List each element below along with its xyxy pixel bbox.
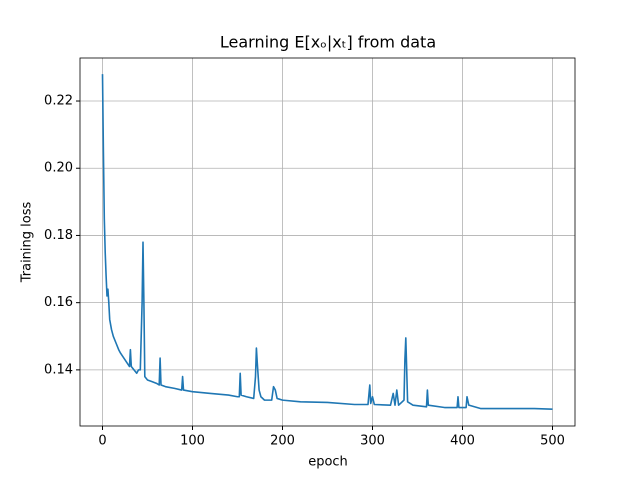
x-tick-label: 500 — [540, 434, 565, 449]
y-tick-label: 0.18 — [44, 228, 73, 243]
y-tick-label: 0.22 — [44, 94, 73, 109]
loss-line — [101, 74, 553, 410]
x-axis-label: epoch — [308, 455, 348, 470]
y-axis-label: Training loss — [20, 202, 35, 284]
x-tick-label: 100 — [180, 434, 205, 449]
y-tick-label: 0.14 — [44, 362, 73, 377]
chart-title: Learning E[xₒ|xₜ] from data — [220, 33, 436, 52]
x-tick-label: 200 — [270, 434, 295, 449]
x-tick-label: 400 — [450, 434, 475, 449]
plot-frame — [79, 57, 576, 427]
y-tick-label: 0.20 — [44, 161, 73, 176]
y-tick-label: 0.16 — [44, 295, 73, 310]
x-tick-label: 0 — [98, 434, 106, 449]
x-tick-label: 300 — [360, 434, 385, 449]
